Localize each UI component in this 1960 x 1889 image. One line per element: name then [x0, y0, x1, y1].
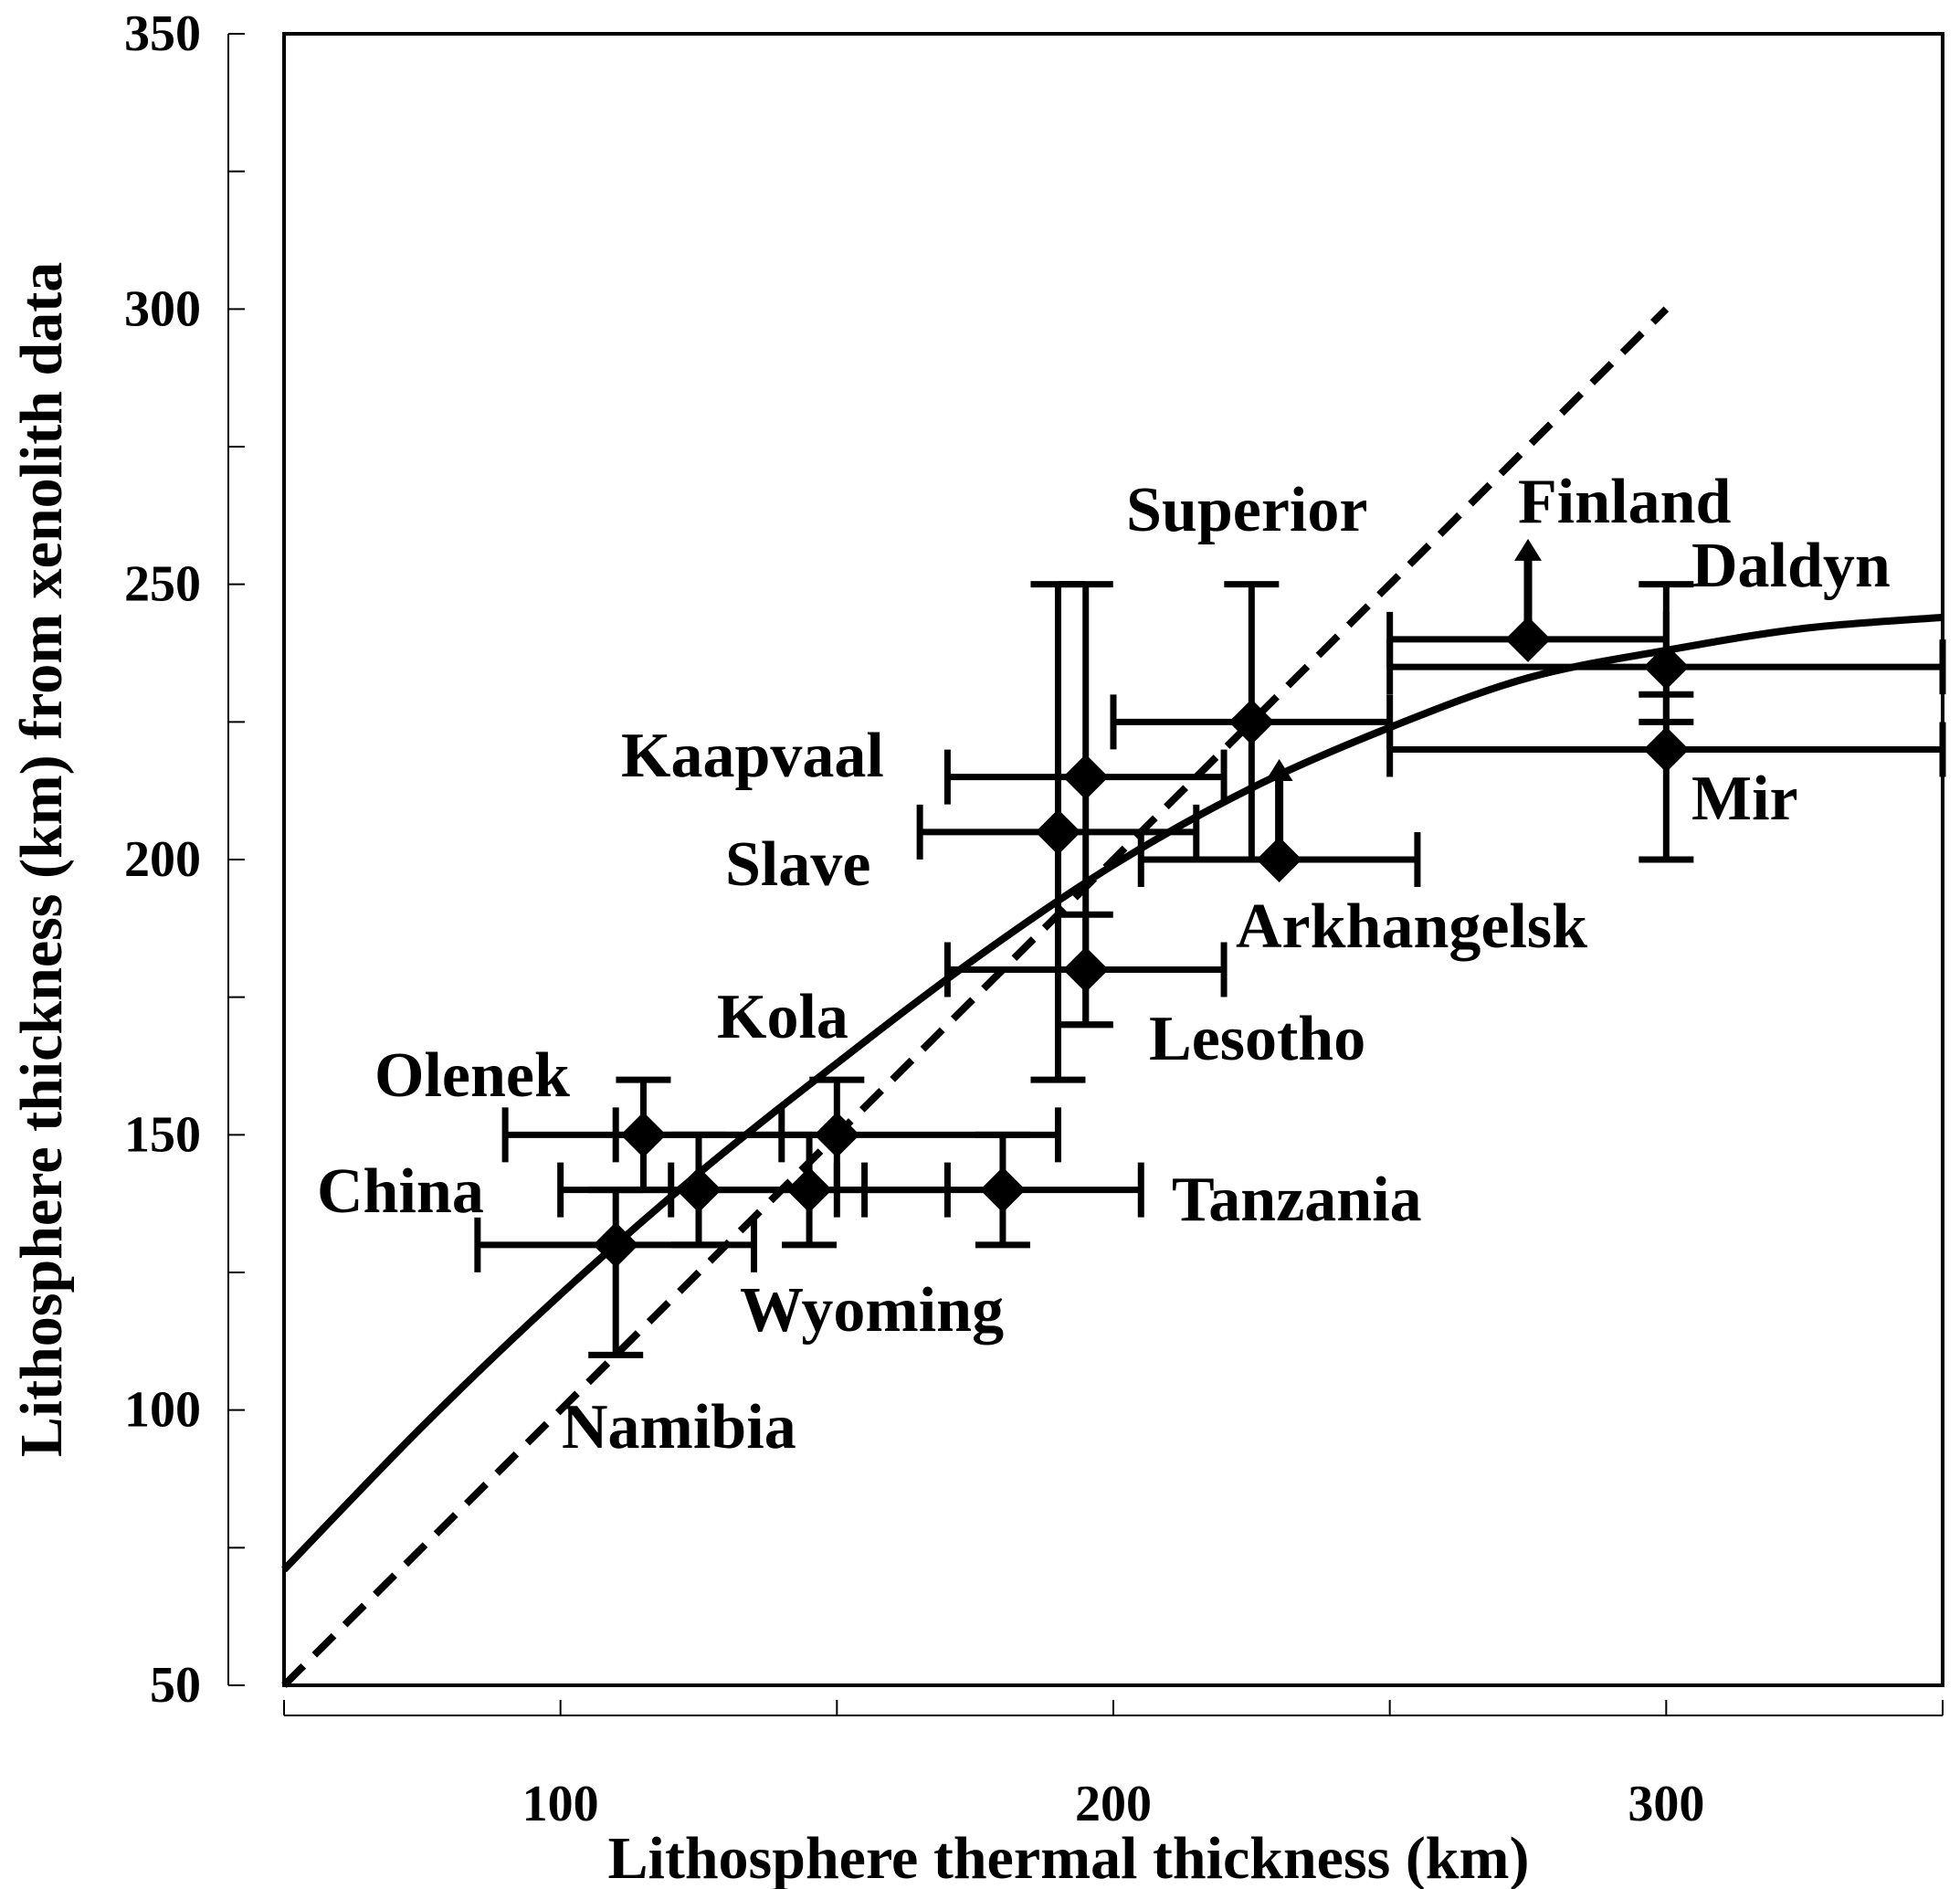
- data-markers: [593, 616, 1690, 1268]
- marker-slave: [1035, 808, 1081, 855]
- y-tick-label-200: 200: [124, 831, 201, 888]
- point-label-mir: Mir: [1691, 764, 1798, 834]
- point-label-daldyn: Daldyn: [1691, 531, 1891, 601]
- marker-finland: [1505, 616, 1551, 662]
- x-axis-title: Lithosphere thermal thickness (km): [608, 1825, 1530, 1889]
- marker-namibia: [593, 1221, 639, 1268]
- y-axis-title: Lithosphere thickness (km) from xenolith…: [8, 262, 75, 1457]
- y-tick-label-300: 300: [124, 280, 201, 337]
- marker-mir: [1643, 726, 1690, 773]
- point-label-olenek: Olenek: [374, 1040, 570, 1111]
- point-label-superior: Superior: [1126, 475, 1367, 545]
- point-label-wyoming: Wyoming: [740, 1275, 1004, 1346]
- y-tick-label-350: 350: [124, 5, 201, 62]
- point-label-slave: Slave: [725, 829, 870, 900]
- point-label-kaapvaal: Kaapvaal: [621, 721, 884, 791]
- x-tick-label-100: 100: [522, 1776, 599, 1832]
- x-axis: 100 200 300: [283, 1700, 1944, 1832]
- point-label-namibia: Namibia: [562, 1392, 796, 1462]
- marker-daldyn: [1643, 644, 1690, 691]
- point-label-kola: Kola: [717, 982, 848, 1052]
- y-tick-label-50: 50: [150, 1657, 201, 1714]
- arrow-head-arkhangelsk: [1265, 759, 1293, 781]
- marker-arkhangelsk: [1256, 837, 1302, 882]
- point-label-china: China: [317, 1156, 484, 1227]
- x-tick-label-300: 300: [1628, 1776, 1704, 1832]
- marker-olenek: [620, 1112, 667, 1158]
- marker-superior: [1228, 699, 1275, 745]
- point-label-finland: Finland: [1518, 467, 1732, 537]
- y-tick-label-150: 150: [124, 1106, 201, 1163]
- plot-frame: [282, 32, 1944, 1687]
- point-label-lesotho: Lesotho: [1149, 1004, 1365, 1074]
- marker-kaapvaal: [1062, 754, 1109, 800]
- arrow-head-finland: [1514, 538, 1542, 561]
- marker-wyoming: [786, 1166, 833, 1213]
- marker-china: [676, 1166, 722, 1213]
- x-tick-label-200: 200: [1075, 1776, 1152, 1832]
- y-tick-label-100: 100: [124, 1382, 201, 1439]
- point-label-tanzania: Tanzania: [1172, 1165, 1422, 1235]
- marker-tanzania: [979, 1166, 1026, 1213]
- point-label-arkhangelsk: Arkhangelsk: [1236, 892, 1587, 962]
- marker-kola: [814, 1112, 860, 1158]
- point-labels: Olenek China Namibia Kola Wyoming Tanzania Sla…: [317, 467, 1891, 1462]
- marker-lesotho: [1062, 946, 1109, 993]
- y-tick-label-250: 250: [124, 556, 201, 613]
- errorbar-mir: [1386, 691, 1946, 863]
- one-to-one-dashed-line: [281, 306, 1670, 1688]
- y-axis: 50 100 150 200 250 300 350: [124, 5, 245, 1714]
